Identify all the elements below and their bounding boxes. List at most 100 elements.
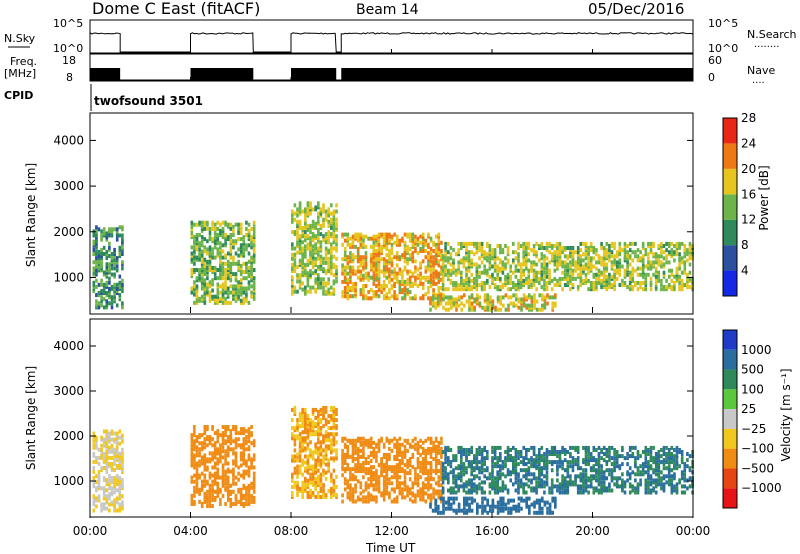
data-cell bbox=[519, 262, 523, 267]
data-cell bbox=[95, 486, 98, 491]
data-cell bbox=[610, 250, 614, 255]
data-cell bbox=[322, 267, 325, 272]
data-cell bbox=[121, 455, 124, 460]
data-cell bbox=[232, 427, 235, 432]
data-cell bbox=[382, 469, 386, 474]
data-cell bbox=[660, 241, 663, 246]
data-cell bbox=[327, 488, 330, 493]
data-cell bbox=[491, 456, 494, 461]
data-cell bbox=[483, 480, 486, 485]
data-cell bbox=[206, 290, 209, 295]
data-cell bbox=[416, 236, 420, 241]
data-cell bbox=[551, 301, 554, 306]
data-cell bbox=[608, 258, 611, 263]
data-cell bbox=[434, 446, 438, 451]
data-cell bbox=[561, 246, 564, 250]
data-cell bbox=[324, 248, 328, 253]
data-cell bbox=[395, 469, 399, 474]
data-cell bbox=[250, 457, 253, 462]
data-cell bbox=[437, 459, 441, 463]
data-cell bbox=[429, 497, 433, 502]
data-cell bbox=[390, 257, 394, 262]
freq-segment-0 bbox=[90, 68, 121, 80]
data-cell bbox=[234, 475, 238, 480]
data-cell bbox=[538, 276, 541, 281]
data-cell bbox=[411, 240, 415, 245]
data-cell bbox=[569, 270, 572, 275]
data-cell bbox=[434, 481, 438, 486]
data-cell bbox=[105, 506, 109, 511]
data-cell bbox=[97, 455, 101, 460]
data-cell bbox=[364, 487, 368, 492]
data-cell bbox=[232, 233, 235, 237]
data-cell bbox=[437, 271, 441, 276]
data-cell bbox=[639, 281, 642, 285]
data-cell bbox=[232, 459, 235, 464]
data-cell bbox=[319, 256, 323, 261]
data-cell bbox=[493, 456, 497, 461]
data-cell bbox=[203, 491, 207, 496]
data-cell bbox=[301, 240, 304, 245]
data-cell bbox=[377, 288, 381, 293]
data-cell bbox=[349, 255, 352, 260]
data-cell bbox=[216, 253, 220, 258]
data-cell bbox=[234, 272, 238, 277]
data-cell bbox=[359, 242, 363, 247]
data-cell bbox=[206, 493, 209, 498]
data-cell bbox=[440, 277, 443, 282]
data-cell bbox=[234, 284, 238, 289]
data-cell bbox=[493, 462, 497, 467]
data-cell bbox=[349, 438, 352, 443]
data-cell bbox=[460, 295, 463, 300]
data-cell bbox=[411, 284, 415, 288]
data-cell bbox=[576, 456, 580, 461]
data-cell bbox=[390, 242, 394, 247]
data-cell bbox=[427, 279, 430, 284]
data-cell bbox=[105, 303, 109, 308]
data-cell bbox=[457, 472, 460, 477]
data-cell bbox=[408, 269, 412, 274]
data-cell bbox=[467, 283, 471, 287]
data-cell bbox=[252, 282, 256, 287]
data-cell bbox=[512, 464, 515, 469]
data-cell bbox=[390, 269, 394, 274]
data-cell bbox=[393, 269, 396, 274]
data-cell bbox=[584, 248, 588, 253]
data-cell bbox=[579, 262, 583, 267]
data-cell bbox=[652, 252, 655, 257]
data-cell bbox=[92, 508, 96, 513]
data-cell bbox=[330, 265, 333, 269]
data-cell bbox=[304, 289, 307, 294]
data-cell bbox=[335, 440, 338, 445]
data-cell bbox=[556, 484, 559, 489]
data-cell bbox=[229, 469, 233, 474]
data-cell bbox=[198, 233, 201, 237]
data-cell bbox=[491, 445, 494, 450]
data-cell bbox=[432, 275, 435, 280]
data-cell bbox=[486, 241, 489, 246]
data-cell bbox=[522, 281, 525, 285]
data-cell bbox=[369, 296, 373, 301]
data-cell bbox=[211, 487, 214, 492]
data-cell bbox=[444, 252, 447, 257]
data-cell bbox=[382, 232, 386, 237]
data-cell bbox=[535, 454, 538, 459]
data-cell bbox=[332, 209, 336, 214]
data-cell bbox=[330, 426, 333, 431]
data-cell bbox=[486, 258, 489, 263]
data-cell bbox=[190, 502, 194, 506]
power-colorbar-tick: 12 bbox=[741, 213, 756, 227]
data-cell bbox=[452, 480, 455, 485]
data-cell bbox=[250, 272, 253, 277]
data-cell bbox=[504, 256, 507, 261]
data-cell bbox=[311, 238, 315, 243]
data-cell bbox=[306, 493, 310, 497]
data-cell bbox=[330, 405, 333, 410]
nsearch-dots: ........ bbox=[754, 39, 779, 50]
data-cell bbox=[506, 246, 510, 250]
data-cell bbox=[229, 433, 233, 438]
data-cell bbox=[108, 241, 111, 246]
data-cell bbox=[385, 436, 389, 441]
data-cell bbox=[584, 272, 588, 277]
data-cell bbox=[519, 460, 523, 465]
